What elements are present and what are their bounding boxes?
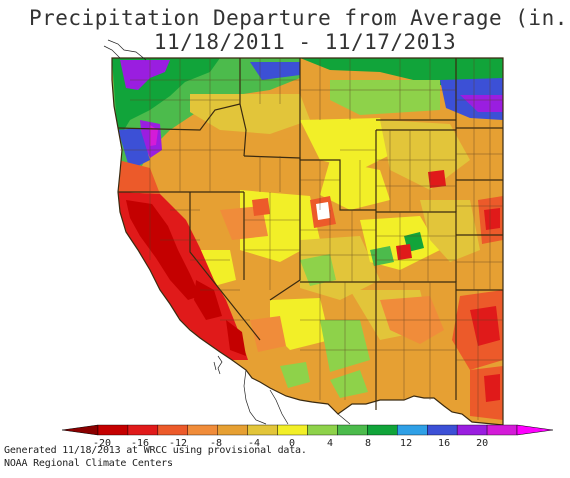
legend-swatch <box>187 424 218 436</box>
map-date-range: 11/18/2011 - 11/17/2013 <box>153 30 457 54</box>
county-borders <box>120 58 503 420</box>
legend-swatch <box>307 424 338 436</box>
legend-tick-label: 16 <box>438 438 450 449</box>
legend-tick-labels: -20 -16 -12 -8 -4 0 4 8 12 16 20 <box>93 438 488 449</box>
legend-swatch <box>127 424 159 436</box>
legend-swatch <box>247 424 278 436</box>
state-borders <box>111 57 504 426</box>
legend-tick-label: 12 <box>400 438 412 449</box>
legend-arrow-right <box>516 424 554 436</box>
legend-swatch <box>277 424 308 436</box>
legend-tick-label: -8 <box>210 438 222 449</box>
legend-tick-label: 8 <box>365 438 371 449</box>
legend-tick-label: -16 <box>131 438 149 449</box>
legend-swatch <box>486 424 518 436</box>
legend-tick-label: 4 <box>327 438 333 449</box>
legend-swatch <box>337 424 368 436</box>
footer-generated-note: Generated 11/18/2013 at WRCC using provi… <box>4 445 307 456</box>
context-outlines <box>103 39 351 425</box>
legend-tick-label: 20 <box>476 438 488 449</box>
legend-swatch <box>456 424 488 436</box>
legend-swatch <box>367 424 398 436</box>
legend-tick-label: -20 <box>93 438 111 449</box>
legend-tick-label: 0 <box>289 438 295 449</box>
footer-organization: NOAA Regional Climate Centers <box>4 458 173 469</box>
legend-swatch <box>427 424 458 436</box>
legend-tick-label: -12 <box>169 438 187 449</box>
legend-swatch <box>157 424 188 436</box>
legend-tick-label: -4 <box>248 438 260 449</box>
legend-arrow-left <box>61 424 99 436</box>
map-title: Precipitation Departure from Average (in… <box>28 6 570 30</box>
legend-swatch <box>397 424 428 436</box>
legend-swatch <box>97 424 129 436</box>
legend-swatch <box>217 424 248 436</box>
legend-bar <box>61 424 554 436</box>
